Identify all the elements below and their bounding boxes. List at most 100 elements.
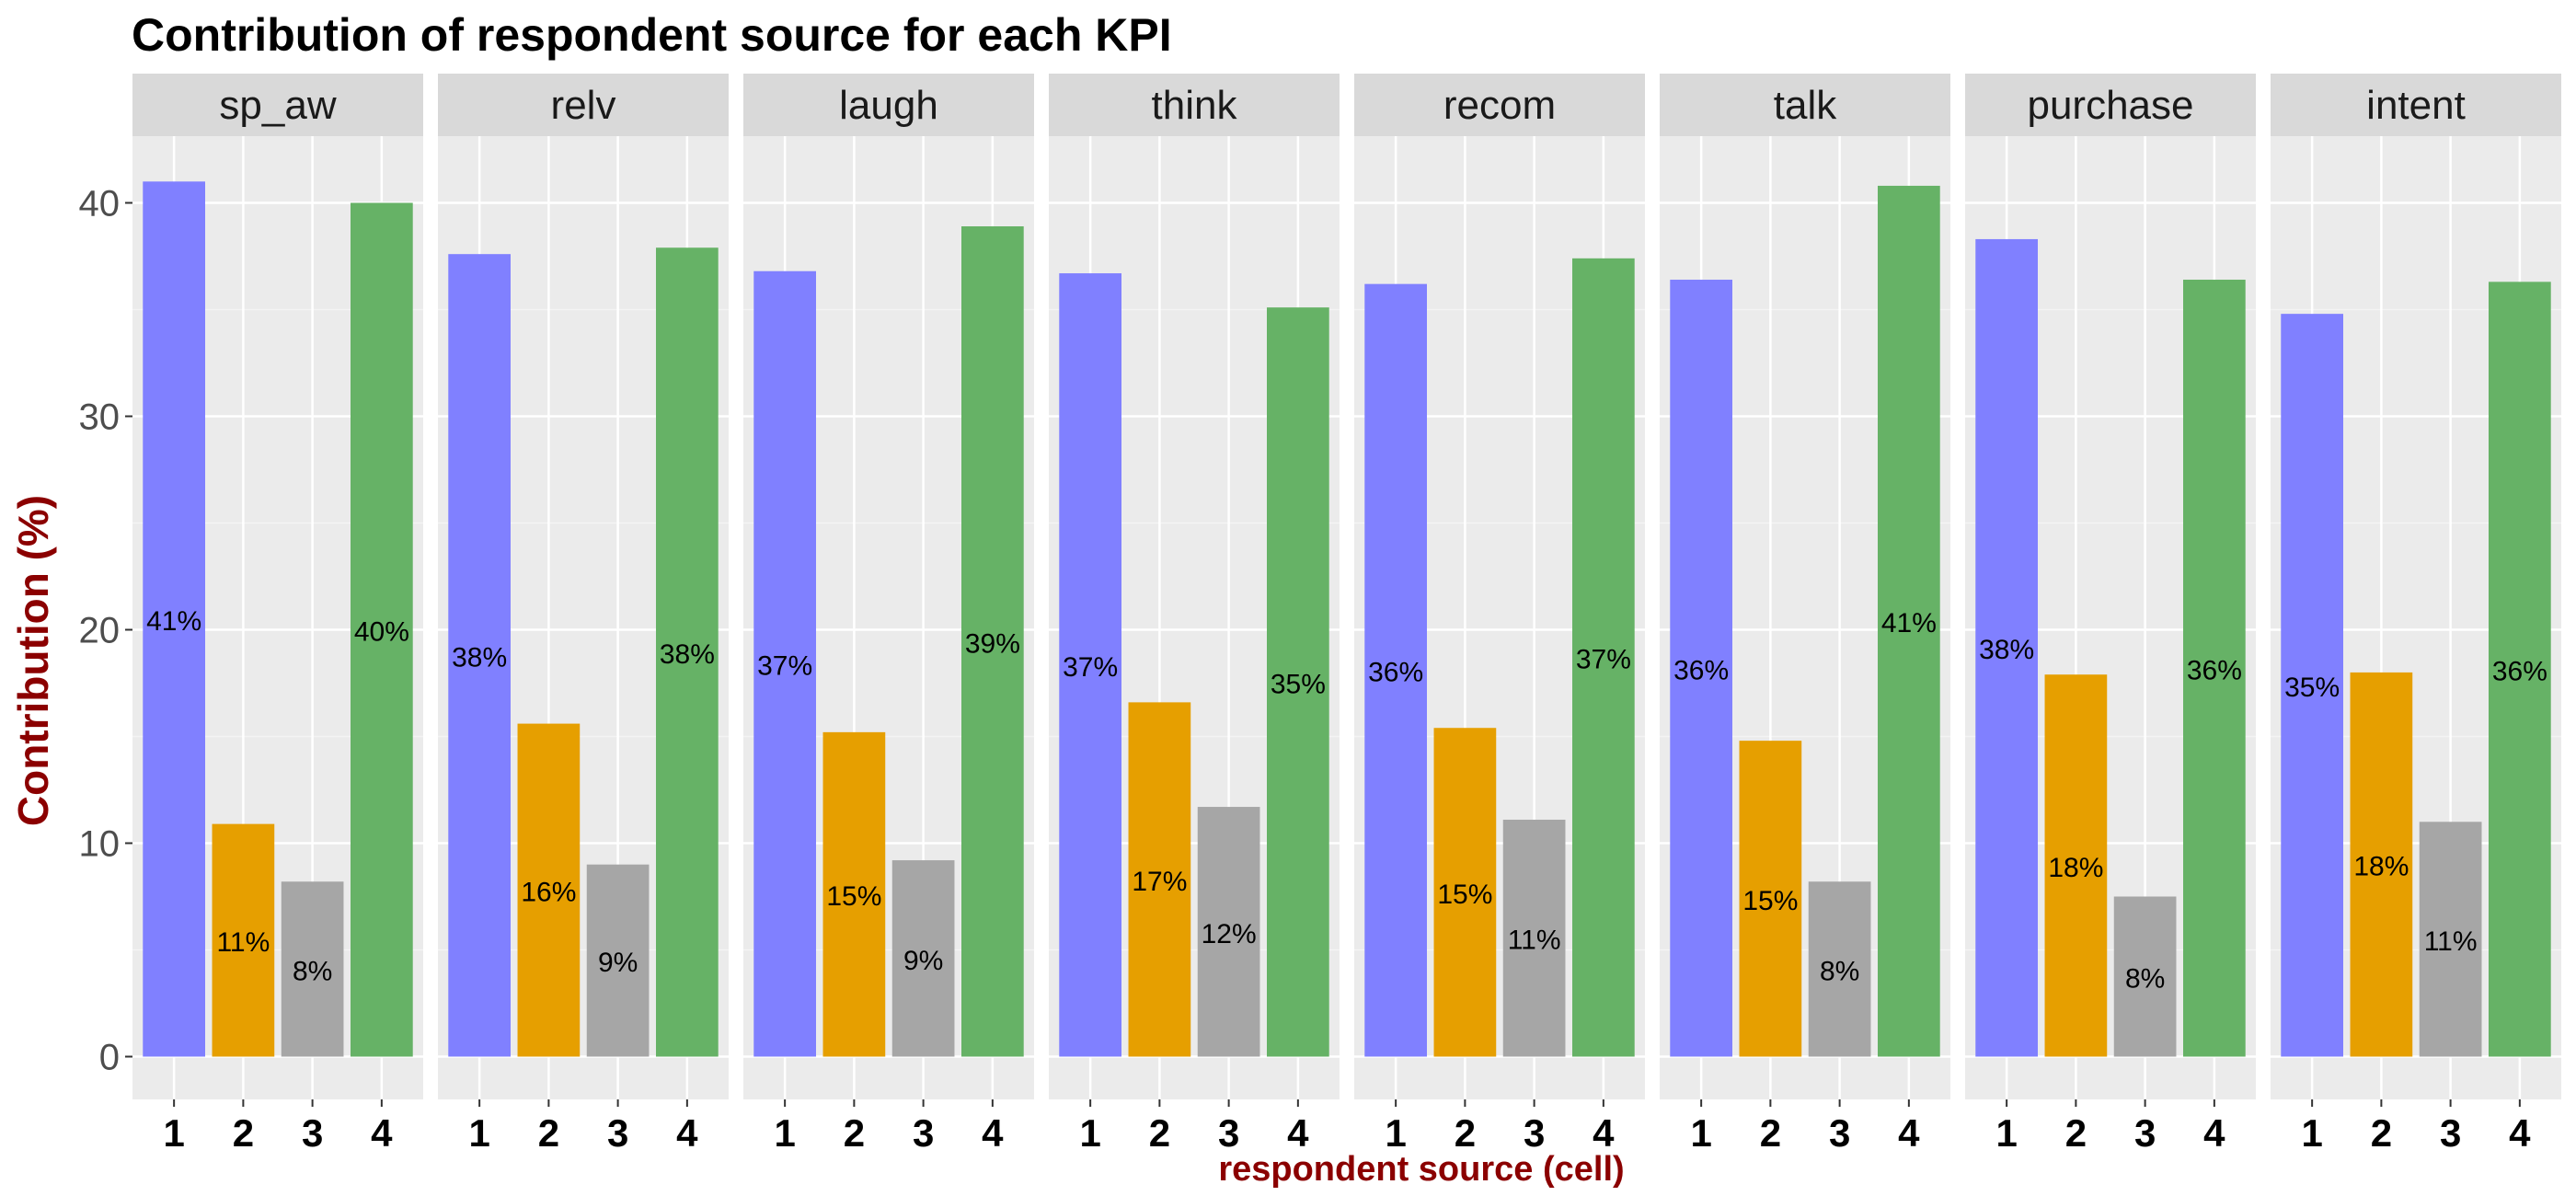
bar [2113,896,2177,1057]
facet-panel-intent: intent 35% 18% 11% 36% 1 2 3 4 [2271,74,2561,1155]
bar [2419,822,2482,1057]
bar [448,254,511,1057]
x-tick-label: 1 [163,1111,184,1155]
x-tick-label: 3 [913,1111,934,1155]
facet-panel-talk: talk 36% 15% 8% 41% 1 2 3 4 [1660,74,1950,1155]
x-tick-label: 3 [1218,1111,1239,1155]
bar [822,731,886,1057]
bar [753,270,816,1057]
x-tick-label: 4 [982,1111,1004,1155]
bar-label: 15% [1437,880,1492,910]
facet-strip [1965,74,2256,136]
bar-label: 38% [1979,635,2034,665]
facet-panel-recom: recom 36% 15% 11% 37% 1 2 3 4 [1354,74,1645,1155]
bar-label: 11% [1508,926,1561,956]
y-tick-label: 30 [79,397,121,438]
bar-label: 38% [452,642,507,673]
x-tick-label: 4 [2203,1111,2225,1155]
bar [517,723,581,1057]
x-tick-label: 3 [1524,1111,1545,1155]
x-tick-label: 2 [844,1111,865,1155]
x-tick-label: 4 [371,1111,393,1155]
bar-label: 17% [1132,867,1187,897]
facet-strip [438,74,729,136]
bar [1975,238,2038,1057]
bar-label: 36% [2187,655,2242,685]
bar-label: 15% [1742,886,1798,916]
bar [1364,283,1427,1057]
bar-label: 37% [1063,652,1118,683]
bar [1670,280,1732,1057]
bar-label: 11% [2424,926,2478,957]
bar-label: 36% [2492,656,2547,686]
x-tick-label: 4 [1593,1111,1615,1155]
y-tick-label: 10 [79,824,121,865]
facet-panel-sp_aw: sp_aw 41% 11% 8% 40% 1 2 3 4 [132,74,423,1155]
x-tick-label: 2 [1455,1111,1476,1155]
facet-strip-label: sp_aw [219,83,336,128]
bar [1572,258,1635,1057]
facet-panel-laugh: laugh 37% 15% 9% 39% 1 2 3 4 [743,74,1034,1155]
y-tick-label: 20 [79,611,121,651]
facet-strip [743,74,1034,136]
bar-label: 9% [598,948,638,978]
chart-title: Contribution of respondent source for ea… [132,9,1172,61]
bar [2489,282,2551,1057]
x-tick-label: 3 [1829,1111,1850,1155]
x-tick-label: 3 [2440,1111,2461,1155]
bar [2281,314,2343,1057]
bar [1128,702,1191,1057]
x-tick-label: 2 [538,1111,559,1155]
x-tick-label: 4 [1287,1111,1309,1155]
x-tick-label: 2 [2371,1111,2392,1155]
facet-strip [132,74,423,136]
bar [2350,672,2413,1057]
bar [212,823,275,1057]
facet-strip [1660,74,1950,136]
x-tick-label: 3 [302,1111,323,1155]
x-tick-label: 2 [2065,1111,2087,1155]
bar-label: 18% [2353,852,2409,882]
bar-label: 41% [1881,608,1937,638]
bar [891,860,955,1057]
bar [1739,741,1802,1057]
y-axis-title: Contribution (%) [9,495,57,826]
x-tick-label: 2 [1149,1111,1170,1155]
bar-label: 9% [903,946,943,976]
bar [1197,807,1260,1057]
bar [2183,280,2246,1057]
bar [1502,819,1566,1057]
x-tick-label: 1 [1079,1111,1100,1155]
bar [1059,273,1121,1057]
facet-panel-think: think 37% 17% 12% 35% 1 2 3 4 [1049,74,1340,1155]
x-axis-title: respondent source (cell) [1218,1150,1624,1189]
x-tick-label: 1 [774,1111,795,1155]
bar-label: 15% [826,881,881,912]
bar-label: 12% [1202,919,1257,949]
x-tick-label: 3 [607,1111,628,1155]
facet-panel-relv: relv 38% 16% 9% 38% 1 2 3 4 [438,74,729,1155]
x-tick-label: 4 [676,1111,698,1155]
bar-label: 38% [660,639,715,670]
facet-strip-label: intent [2366,83,2466,128]
bar-label: 37% [757,651,812,682]
x-tick-label: 2 [1760,1111,1781,1155]
facet-strip-label: talk [1774,83,1837,128]
bar-label: 11% [216,927,270,958]
bar-label: 36% [1368,658,1423,688]
facet-strip [2271,74,2561,136]
bar [1878,185,1940,1057]
x-tick-label: 4 [2509,1111,2531,1155]
bar [1808,881,1871,1057]
facet-strip-label: purchase [2027,83,2193,128]
facet-strip-label: think [1152,83,1238,128]
facet-panel-purchase: purchase 38% 18% 8% 36% 1 2 3 4 [1965,74,2256,1155]
bar-label: 35% [2284,673,2340,703]
bar [281,881,344,1057]
bar-label: 16% [521,878,576,908]
facet-strip [1049,74,1340,136]
bar [2044,674,2108,1057]
bar [961,226,1024,1057]
